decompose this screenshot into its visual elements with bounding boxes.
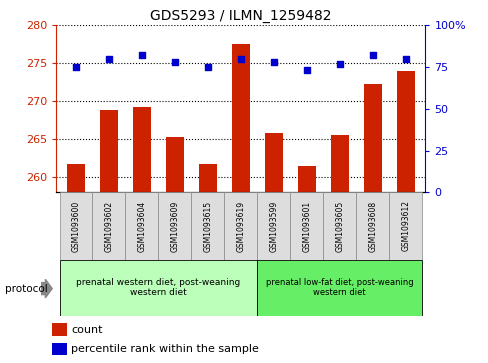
Bar	[224, 192, 257, 260]
Text: GSM1093609: GSM1093609	[170, 200, 179, 252]
Bar	[330, 135, 348, 192]
Text: GSM1093605: GSM1093605	[335, 200, 344, 252]
Text: protocol: protocol	[5, 284, 47, 294]
Bar	[264, 133, 282, 192]
Point	[236, 56, 244, 62]
Bar	[191, 192, 224, 260]
Bar	[355, 192, 388, 260]
Text: GSM1093619: GSM1093619	[236, 200, 245, 252]
Bar	[257, 260, 421, 316]
Text: count: count	[71, 325, 102, 335]
Text: GSM1093604: GSM1093604	[137, 200, 146, 252]
Bar	[100, 110, 118, 192]
Point	[105, 56, 113, 62]
Bar	[60, 260, 257, 316]
Bar	[257, 192, 290, 260]
Point	[138, 53, 145, 58]
FancyArrow shape	[41, 280, 52, 298]
Point	[335, 61, 343, 67]
Text: GSM1093612: GSM1093612	[400, 200, 409, 252]
Bar	[165, 137, 183, 192]
Bar	[67, 164, 85, 192]
Text: prenatal low-fat diet, post-weaning
western diet: prenatal low-fat diet, post-weaning west…	[265, 278, 413, 297]
Bar	[363, 84, 381, 192]
Bar	[125, 192, 158, 260]
Bar	[52, 323, 67, 336]
Bar	[52, 343, 67, 355]
Point	[302, 68, 310, 73]
Point	[269, 59, 277, 65]
Bar	[92, 192, 125, 260]
Text: percentile rank within the sample: percentile rank within the sample	[71, 344, 258, 354]
Bar	[133, 107, 151, 192]
Text: GSM1093600: GSM1093600	[71, 200, 81, 252]
Bar	[396, 71, 414, 192]
Bar	[60, 192, 92, 260]
Bar	[231, 44, 249, 192]
Bar	[297, 166, 315, 192]
Text: GSM1093601: GSM1093601	[302, 200, 311, 252]
Bar	[290, 192, 323, 260]
Text: prenatal western diet, post-weaning
western diet: prenatal western diet, post-weaning west…	[76, 278, 240, 297]
Text: GSM1093602: GSM1093602	[104, 200, 113, 252]
Bar	[158, 192, 191, 260]
Point	[203, 64, 211, 70]
Point	[171, 59, 179, 65]
Bar	[199, 164, 217, 192]
Point	[368, 53, 376, 58]
Text: GSM1093615: GSM1093615	[203, 200, 212, 252]
Bar	[323, 192, 355, 260]
Title: GDS5293 / ILMN_1259482: GDS5293 / ILMN_1259482	[150, 9, 331, 23]
Point	[401, 56, 409, 62]
Bar	[388, 192, 421, 260]
Point	[72, 64, 80, 70]
Text: GSM1093599: GSM1093599	[269, 200, 278, 252]
Text: GSM1093608: GSM1093608	[367, 200, 376, 252]
